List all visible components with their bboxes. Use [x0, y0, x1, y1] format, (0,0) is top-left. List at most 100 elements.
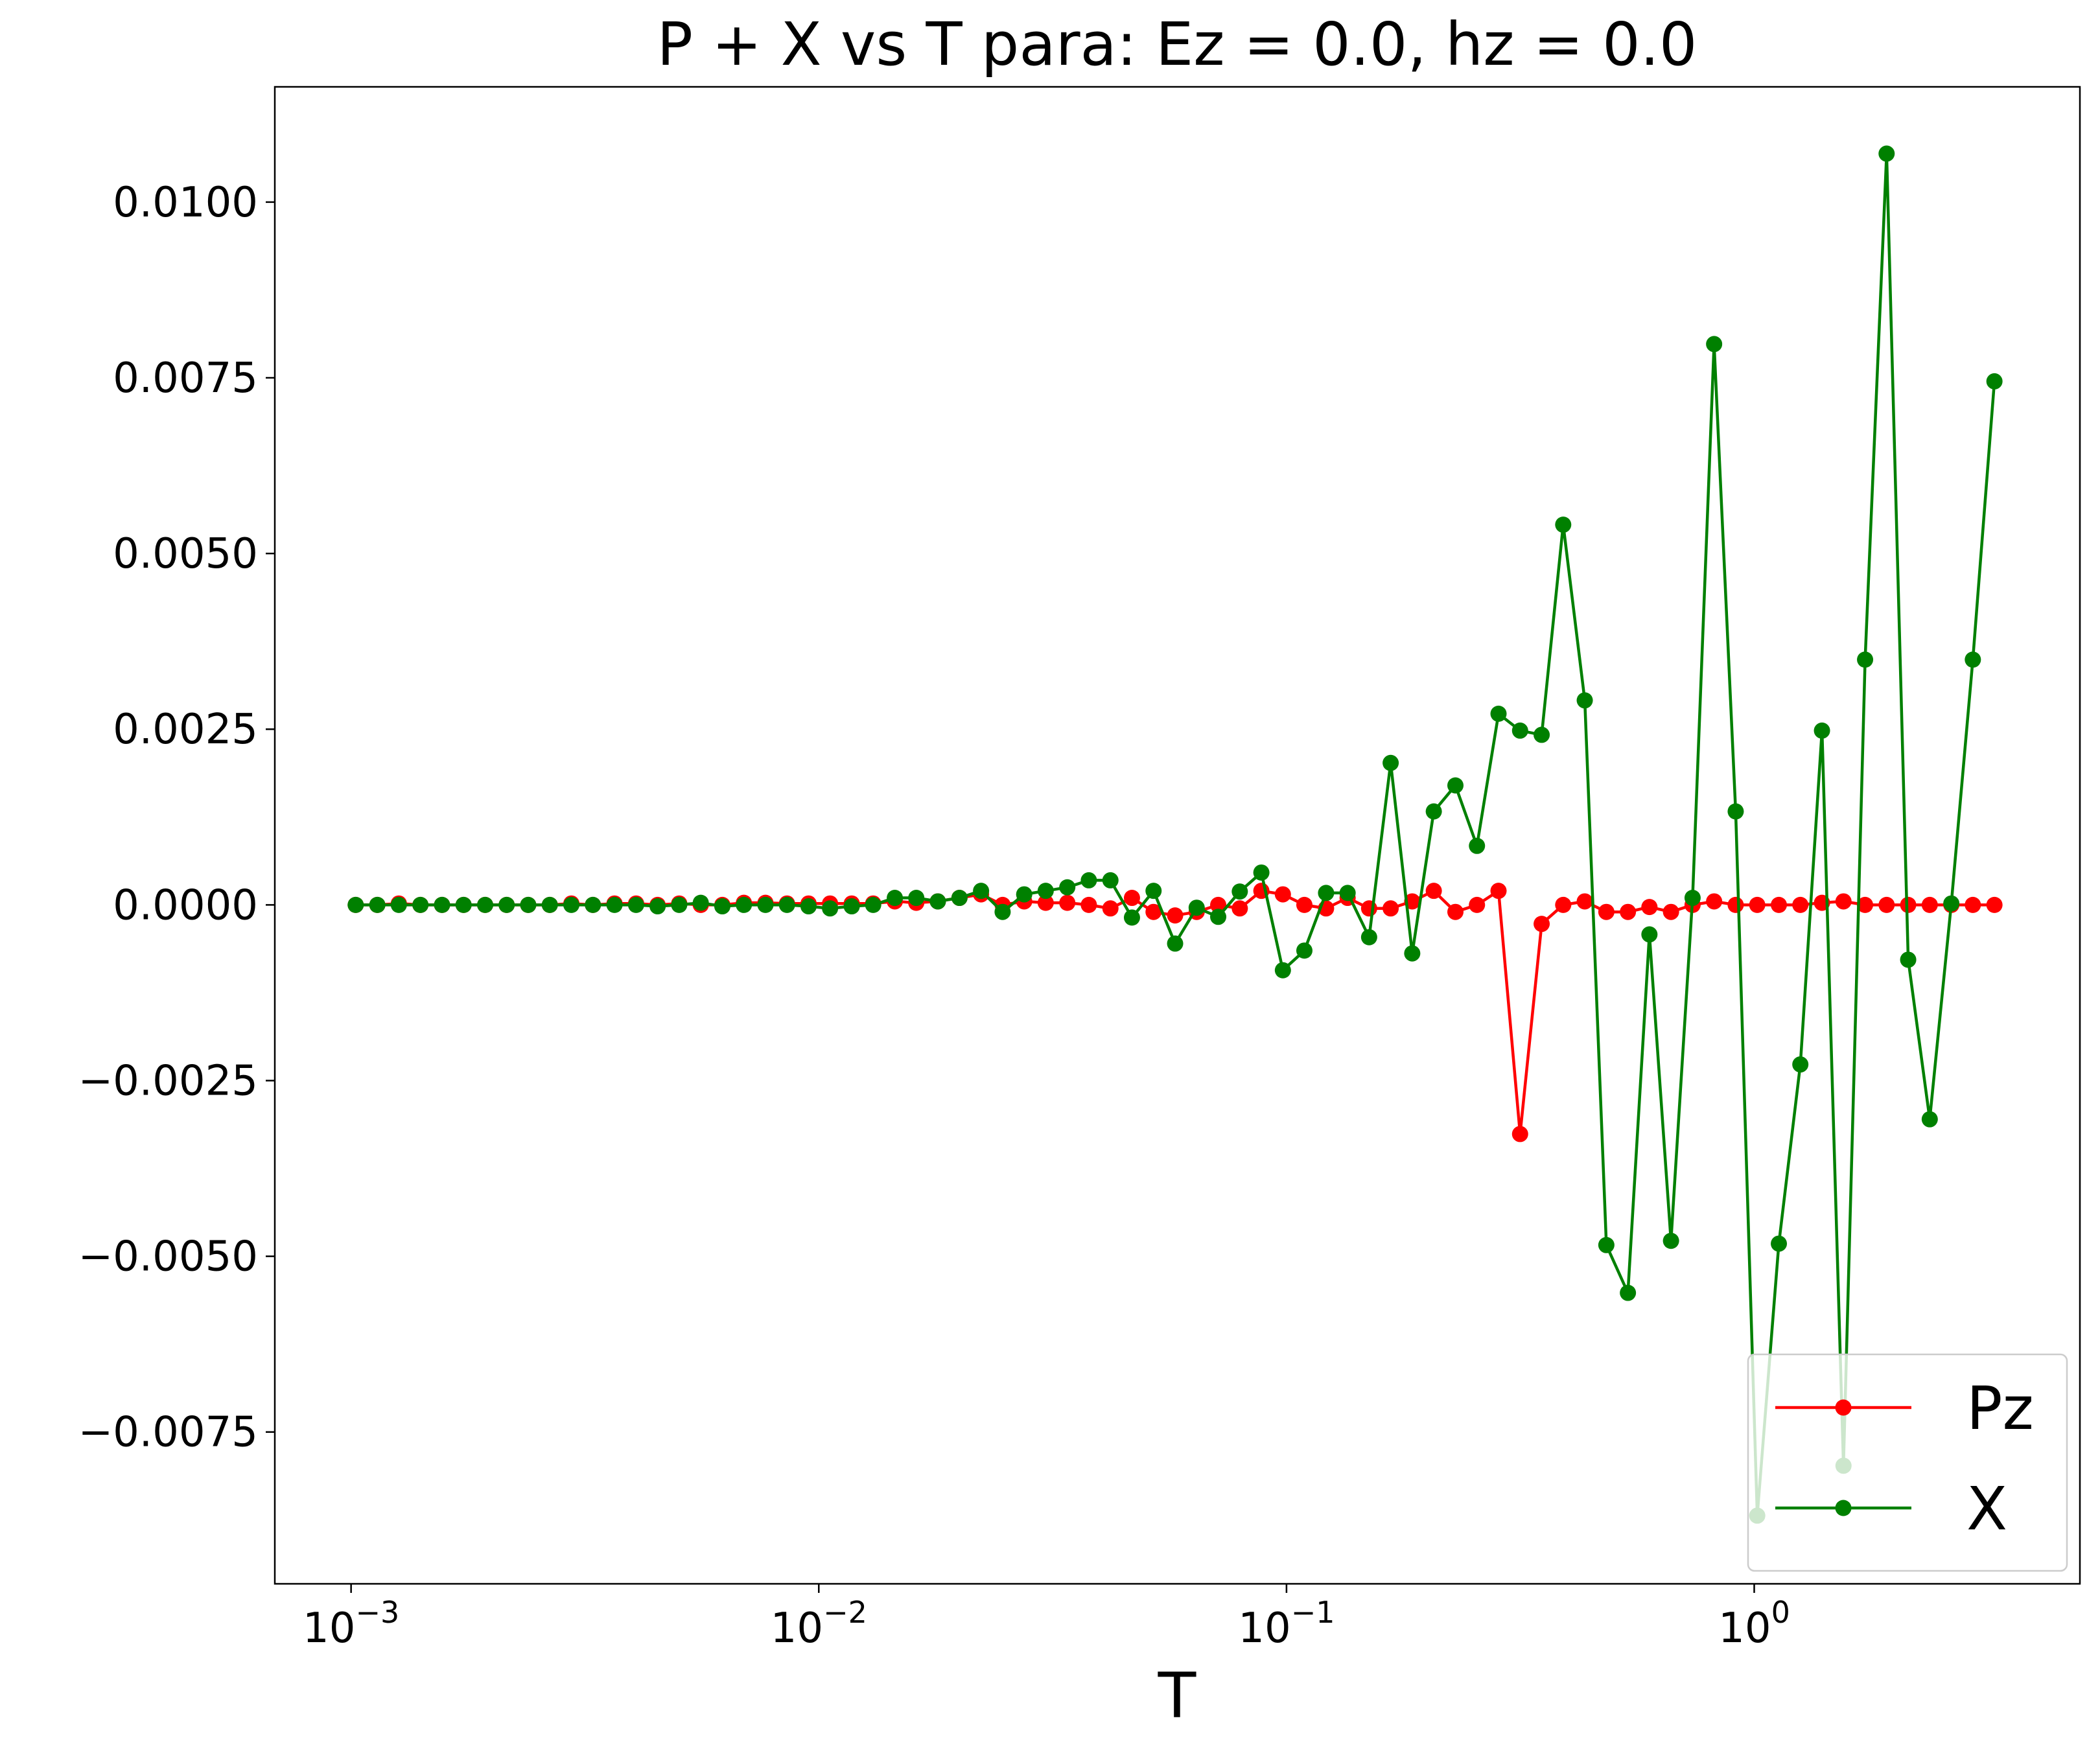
data-point: [1425, 803, 1442, 820]
data-point: [1641, 926, 1658, 943]
data-point: [1771, 1235, 1788, 1252]
data-point: [1749, 896, 1766, 913]
data-point: [1727, 803, 1744, 820]
data-point: [1965, 651, 1981, 668]
data-point: [627, 896, 644, 913]
data-point: [1641, 899, 1658, 916]
data-point: [1167, 935, 1184, 952]
data-point: [1145, 883, 1162, 899]
y-tick-label: −0.0050: [78, 1233, 258, 1281]
data-point: [369, 896, 386, 913]
data-point: [1080, 872, 1097, 888]
data-point: [1555, 896, 1572, 913]
data-point: [1576, 893, 1593, 910]
data-point: [1274, 962, 1291, 979]
data-point: [1986, 896, 2003, 913]
data-point: [1080, 896, 1097, 913]
data-point: [692, 894, 709, 911]
data-point: [1965, 896, 1981, 913]
data-point: [1318, 885, 1335, 901]
y-tick-label: 0.0100: [113, 179, 258, 227]
data-point: [347, 896, 364, 913]
data-point: [1511, 1126, 1528, 1142]
y-tick-label: −0.0025: [78, 1057, 258, 1105]
series-line: [355, 888, 1995, 1135]
data-point: [1857, 896, 1874, 913]
data-point: [929, 893, 946, 910]
x-tick-label: 100: [1718, 1595, 1790, 1652]
data-point: [477, 896, 494, 913]
data-point: [541, 896, 558, 913]
chart-title: P + X vs T para: Ez = 0.0, hz = 0.0: [657, 10, 1698, 79]
y-tick-label: −0.0075: [78, 1409, 258, 1457]
series-line: [355, 153, 1996, 1516]
data-point: [1123, 890, 1140, 907]
x-tick-base: 10: [771, 1605, 823, 1652]
data-point: [736, 896, 752, 913]
x-tick-label: 10−3: [303, 1595, 399, 1652]
data-point: [1490, 883, 1507, 899]
data-point: [1706, 893, 1723, 910]
data-point: [1059, 879, 1076, 896]
data-point: [649, 898, 666, 915]
x-tick-exponent: −2: [823, 1595, 867, 1630]
x-axis-label: T: [1158, 1660, 1196, 1732]
y-tick-label: 0.0025: [113, 706, 258, 754]
x-tick-base: 10: [1718, 1605, 1771, 1652]
data-point: [1878, 896, 1895, 913]
data-point: [1382, 900, 1399, 917]
data-point: [1102, 900, 1119, 917]
data-point: [1620, 903, 1637, 920]
data-point: [1188, 899, 1205, 916]
data-point: [1727, 896, 1744, 913]
data-point: [585, 896, 601, 913]
data-point: [994, 903, 1011, 920]
data-point: [434, 896, 450, 913]
data-point: [1792, 896, 1809, 913]
data-point: [1231, 883, 1248, 900]
data-point: [563, 896, 580, 913]
y-tick-label: 0.0075: [113, 354, 258, 402]
data-point: [1167, 907, 1184, 924]
data-point: [1555, 516, 1572, 533]
data-point: [412, 896, 429, 913]
data-point: [1016, 886, 1032, 903]
x-tick-exponent: −3: [355, 1595, 399, 1630]
data-point: [1210, 909, 1227, 925]
data-point: [1662, 903, 1679, 920]
data-point: [455, 896, 472, 913]
data-point: [973, 883, 990, 899]
data-point: [1943, 895, 1960, 912]
data-point: [1662, 1233, 1679, 1249]
data-point: [1145, 903, 1162, 920]
data-point: [1792, 1056, 1809, 1073]
data-point: [757, 896, 774, 913]
data-point: [908, 890, 925, 907]
data-point: [1534, 726, 1550, 743]
y-tick-label: 0.0000: [113, 881, 258, 929]
data-point: [1102, 872, 1119, 888]
data-point: [498, 896, 515, 913]
legend-label: Pz: [1966, 1374, 2034, 1443]
data-point: [1447, 777, 1464, 794]
data-point: [714, 898, 730, 915]
x-tick-label: 10−1: [1238, 1595, 1335, 1652]
data-point: [1900, 951, 1917, 968]
data-point: [390, 896, 407, 913]
data-point: [1059, 894, 1076, 911]
data-point: [1921, 896, 1938, 913]
data-point: [1620, 1284, 1637, 1301]
data-point: [1490, 705, 1507, 722]
data-point: [843, 898, 860, 915]
data-point: [1771, 896, 1788, 913]
legend-marker: [1835, 1399, 1852, 1416]
x-tick-exponent: 0: [1771, 1595, 1790, 1630]
data-point: [865, 896, 881, 913]
data-point: [1360, 929, 1377, 945]
data-point: [1210, 896, 1227, 913]
data-point: [1037, 894, 1054, 911]
x-tick-base: 10: [1238, 1605, 1290, 1652]
data-point: [520, 896, 537, 913]
data-point: [1447, 903, 1464, 920]
plot-frame: [274, 86, 2081, 1585]
